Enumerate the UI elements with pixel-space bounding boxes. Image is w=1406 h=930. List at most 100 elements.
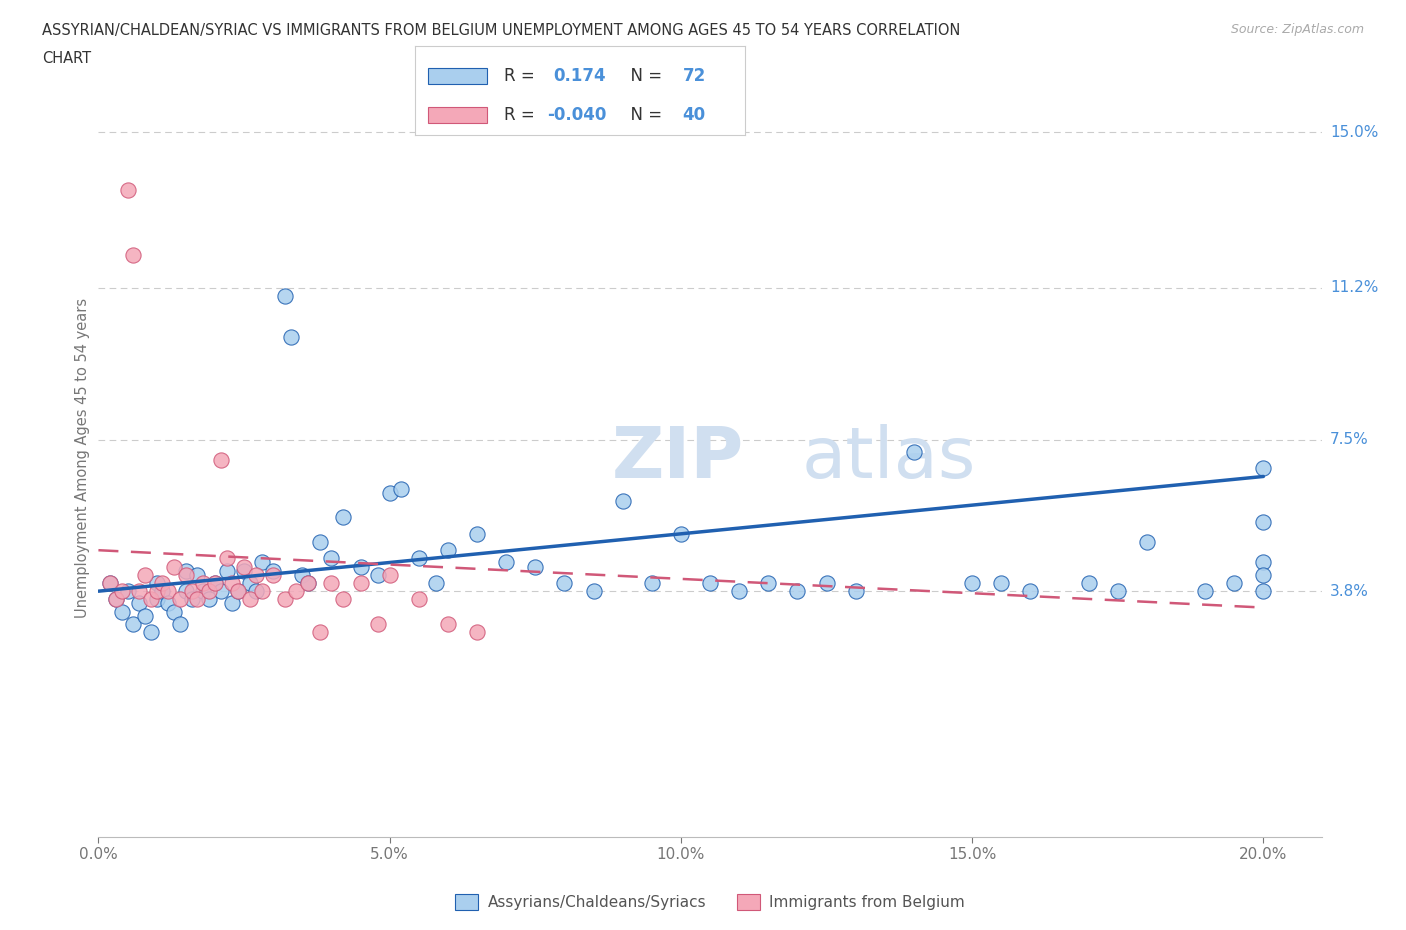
Point: [180, 584, 202, 599]
Point: [139, 625, 162, 640]
Point: [193, 576, 215, 591]
Point: [960, 576, 983, 591]
Point: [221, 596, 243, 611]
Point: [186, 567, 208, 582]
Point: [134, 567, 156, 582]
Point: [169, 617, 191, 631]
Point: [1107, 584, 1129, 599]
Point: [145, 576, 167, 591]
Point: [389, 482, 412, 497]
Point: [465, 625, 488, 640]
Point: [104, 591, 127, 606]
Point: [250, 555, 273, 570]
Point: [349, 576, 371, 591]
Point: [524, 559, 547, 574]
Point: [128, 596, 150, 611]
Point: [163, 604, 186, 619]
Point: [215, 564, 238, 578]
Point: [786, 584, 808, 599]
Point: [1194, 584, 1216, 599]
Point: [756, 576, 779, 591]
Text: N =: N =: [620, 67, 666, 85]
Text: -0.040: -0.040: [547, 106, 606, 125]
Point: [215, 551, 238, 565]
Point: [308, 535, 330, 550]
Text: 40: 40: [682, 106, 706, 125]
Point: [128, 584, 150, 599]
Text: R =: R =: [503, 67, 546, 85]
Point: [1253, 584, 1275, 599]
Point: [226, 584, 249, 599]
Point: [174, 564, 197, 578]
Bar: [427, 108, 488, 124]
Point: [321, 576, 343, 591]
Point: [332, 510, 354, 525]
Point: [163, 559, 186, 574]
Point: [437, 617, 460, 631]
Point: [1223, 576, 1246, 591]
Point: [280, 330, 302, 345]
Text: CHART: CHART: [42, 51, 91, 66]
Text: 72: 72: [682, 67, 706, 85]
Point: [437, 543, 460, 558]
Point: [274, 591, 297, 606]
Point: [612, 494, 634, 509]
Point: [122, 617, 145, 631]
Point: [209, 584, 232, 599]
Point: [1253, 567, 1275, 582]
Point: [193, 584, 215, 599]
Point: [198, 584, 221, 599]
Text: ASSYRIAN/CHALDEAN/SYRIAC VS IMMIGRANTS FROM BELGIUM UNEMPLOYMENT AMONG AGES 45 T: ASSYRIAN/CHALDEAN/SYRIAC VS IMMIGRANTS F…: [42, 23, 960, 38]
Point: [157, 584, 180, 599]
Point: [117, 182, 139, 197]
Text: N =: N =: [620, 106, 666, 125]
Point: [408, 551, 430, 565]
Point: [198, 591, 221, 606]
Point: [226, 584, 249, 599]
Point: [104, 591, 127, 606]
Point: [699, 576, 721, 591]
Point: [174, 584, 197, 599]
Point: [233, 564, 256, 578]
Point: [111, 604, 134, 619]
Point: [186, 591, 208, 606]
Text: 0.174: 0.174: [554, 67, 606, 85]
Point: [180, 591, 202, 606]
Point: [367, 617, 389, 631]
Text: ZIP: ZIP: [612, 423, 744, 493]
Point: [145, 584, 167, 599]
Point: [285, 584, 308, 599]
Point: [1253, 461, 1275, 476]
Point: [262, 567, 284, 582]
Point: [408, 591, 430, 606]
Point: [152, 584, 174, 599]
Point: [111, 584, 134, 599]
Point: [1136, 535, 1159, 550]
Point: [145, 591, 167, 606]
Point: [204, 576, 226, 591]
Point: [98, 576, 121, 591]
Point: [291, 567, 314, 582]
Point: [641, 576, 664, 591]
Point: [495, 555, 517, 570]
Point: [157, 596, 180, 611]
Point: [204, 576, 226, 591]
Point: [332, 591, 354, 606]
Point: [990, 576, 1012, 591]
Point: [669, 526, 692, 541]
Text: 11.2%: 11.2%: [1330, 281, 1378, 296]
Point: [378, 567, 401, 582]
Point: [239, 591, 262, 606]
Point: [139, 591, 162, 606]
Point: [122, 247, 145, 262]
Point: [378, 485, 401, 500]
Point: [174, 567, 197, 582]
Bar: [427, 68, 488, 84]
Text: 15.0%: 15.0%: [1330, 125, 1378, 140]
Point: [297, 576, 319, 591]
Point: [221, 576, 243, 591]
Point: [553, 576, 575, 591]
Point: [239, 576, 262, 591]
Point: [903, 445, 925, 459]
Point: [169, 591, 191, 606]
